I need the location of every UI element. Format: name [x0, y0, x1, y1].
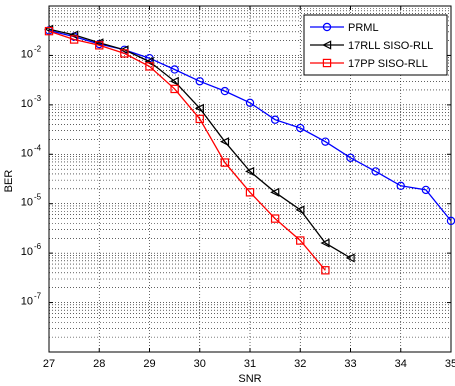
data-point-marker — [44, 26, 54, 36]
data-point-marker — [195, 77, 204, 86]
y-tick-label: 10 — [21, 296, 33, 308]
series-line — [48, 28, 351, 259]
y-tick-exponent: -7 — [34, 292, 42, 301]
data-point-marker — [321, 137, 330, 146]
x-tick-label: 35 — [445, 358, 455, 370]
legend-label: 17PP SISO-RLL — [348, 58, 428, 70]
data-point-marker — [219, 137, 230, 147]
series-2 — [44, 24, 355, 263]
series-3 — [44, 26, 330, 275]
grid — [48, 6, 452, 353]
y-tick-exponent: -3 — [34, 94, 42, 103]
data-point-marker — [296, 236, 305, 245]
legend-label: 17RLL SISO-RLL — [348, 40, 433, 52]
data-point-marker — [170, 84, 179, 94]
data-point-marker — [296, 123, 305, 133]
data-point-marker — [346, 153, 355, 162]
data-point-marker — [195, 114, 204, 124]
data-point-marker — [245, 166, 255, 176]
data-point-marker — [169, 76, 179, 86]
axis-ticks: 27 28 29 30 31 32 33 34 3510-710-610-510-410-310… — [21, 6, 455, 370]
y-tick-exponent: -4 — [34, 143, 42, 152]
data-point-marker — [95, 41, 104, 50]
data-point-marker — [170, 65, 179, 74]
legend-entry: 17RLL SISO-RLL — [310, 40, 433, 52]
data-point-marker — [295, 205, 305, 215]
data-point-marker — [321, 266, 330, 275]
y-tick-exponent: -5 — [34, 193, 42, 202]
data-point-marker — [396, 181, 405, 191]
series-group — [44, 24, 455, 275]
data-point-marker — [245, 98, 255, 108]
legend-entry: PRML — [310, 22, 379, 34]
data-point-marker — [371, 167, 380, 176]
x-tick-label: 34 — [395, 358, 407, 370]
x-tick-label: 32 — [294, 358, 306, 370]
legend: PRML 17RLL SISO-RLL 17PP SISO-RLL — [303, 14, 448, 76]
data-point-marker — [421, 185, 431, 195]
data-point-marker — [270, 214, 280, 223]
data-point-marker — [120, 49, 129, 58]
data-point-marker — [69, 35, 79, 44]
legend-marker — [322, 22, 332, 32]
data-point-marker — [345, 253, 355, 263]
data-point-marker — [144, 57, 154, 67]
data-point-marker — [220, 86, 230, 96]
y-tick-label: 10 — [21, 48, 33, 60]
legend-marker — [322, 40, 332, 50]
data-point-marker — [270, 115, 280, 124]
y-tick-exponent: -6 — [34, 242, 42, 251]
x-tick-label: 28 — [93, 358, 105, 370]
x-tick-label: 27 — [43, 358, 55, 370]
x-tick-label: 29 — [143, 358, 155, 370]
y-tick-label: 10 — [21, 147, 33, 159]
x-tick-label: 30 — [194, 358, 206, 370]
x-axis-label: SNR — [238, 373, 261, 385]
data-point-marker — [245, 188, 255, 197]
data-point-marker — [270, 187, 280, 197]
data-point-marker — [320, 238, 330, 248]
y-axis-label: BER — [3, 170, 15, 193]
y-tick-exponent: -2 — [34, 44, 42, 53]
data-point-marker — [194, 103, 204, 113]
y-tick-label: 10 — [21, 197, 33, 209]
y-tick-label: 10 — [21, 98, 33, 110]
legend-marker — [322, 58, 332, 68]
data-point-marker — [220, 158, 230, 167]
y-tick-label: 10 — [21, 246, 33, 258]
data-point-marker — [69, 30, 79, 40]
legend-entry: 17PP SISO-RLL — [310, 58, 428, 70]
data-point-marker — [145, 62, 154, 71]
x-tick-label: 31 — [244, 358, 256, 370]
x-tick-label: 33 — [344, 358, 356, 370]
legend-label: PRML — [348, 22, 379, 34]
